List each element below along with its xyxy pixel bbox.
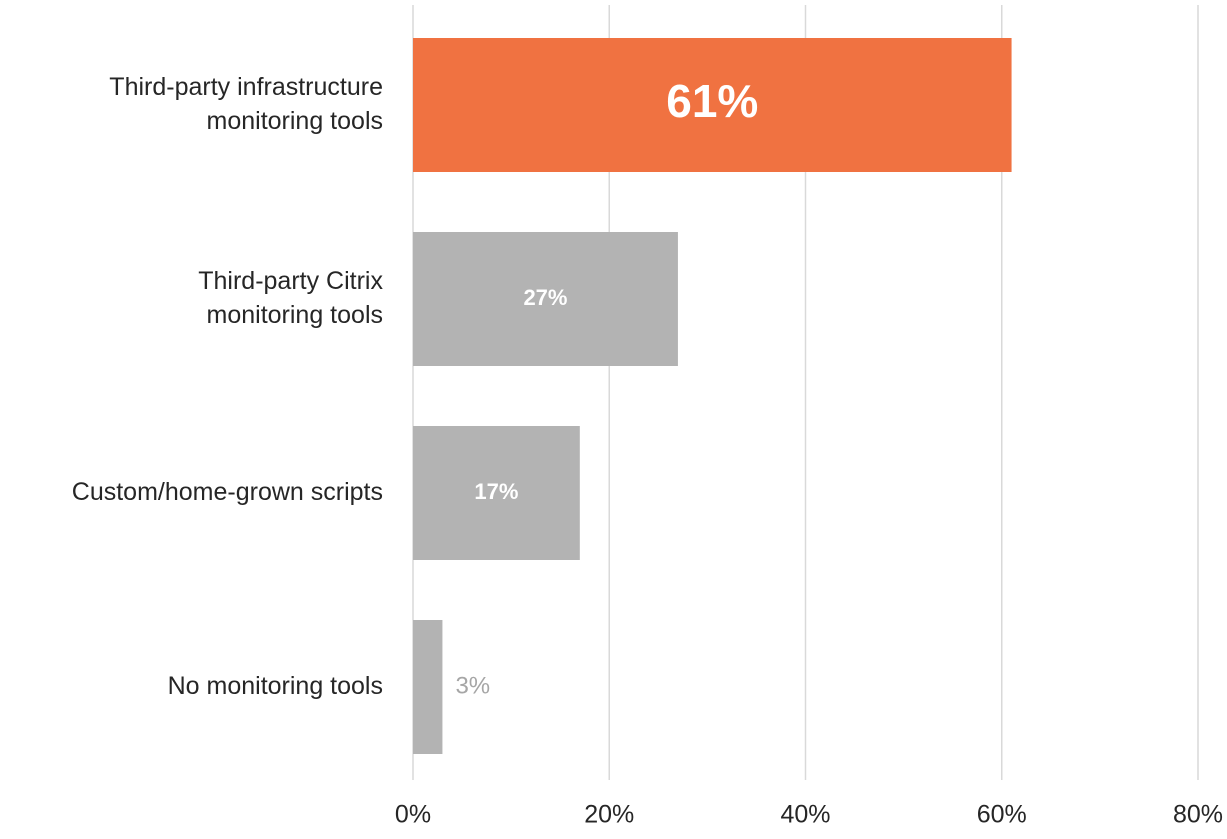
bar — [413, 38, 1012, 172]
data-label: 17% — [474, 479, 518, 504]
bar — [413, 620, 443, 754]
category-label-line: No monitoring tools — [168, 672, 383, 700]
category-label: Third-party infrastructure monitoring too… — [109, 73, 383, 135]
x-axis-tick-labels: 0% 20% 40% 60% 80% — [395, 801, 1223, 829]
category-label-line: Custom/home-grown scripts — [72, 478, 383, 506]
x-tick-label: 0% — [395, 801, 431, 829]
bar — [413, 426, 580, 560]
bar — [413, 232, 678, 366]
category-labels: Third-party infrastructure monitoring too… — [72, 73, 384, 700]
category-label-line: monitoring tools — [207, 301, 383, 329]
category-label: No monitoring tools — [168, 672, 383, 700]
data-label: 3% — [455, 672, 490, 699]
category-label-line: Third-party Citrix — [198, 267, 383, 295]
bars — [413, 38, 1012, 754]
data-label: 61% — [666, 75, 758, 127]
x-tick-label: 60% — [977, 801, 1027, 829]
x-tick-label: 20% — [584, 801, 634, 829]
category-label-line: Third-party infrastructure — [109, 73, 383, 101]
category-label: Third-party Citrix monitoring tools — [198, 267, 383, 329]
category-label: Custom/home-grown scripts — [72, 478, 383, 506]
category-label-line: monitoring tools — [207, 107, 383, 135]
data-label: 27% — [523, 285, 567, 310]
x-tick-label: 40% — [780, 801, 830, 829]
data-labels: 61% 27% 17% 3% — [455, 75, 758, 699]
x-tick-label: 80% — [1173, 801, 1223, 829]
